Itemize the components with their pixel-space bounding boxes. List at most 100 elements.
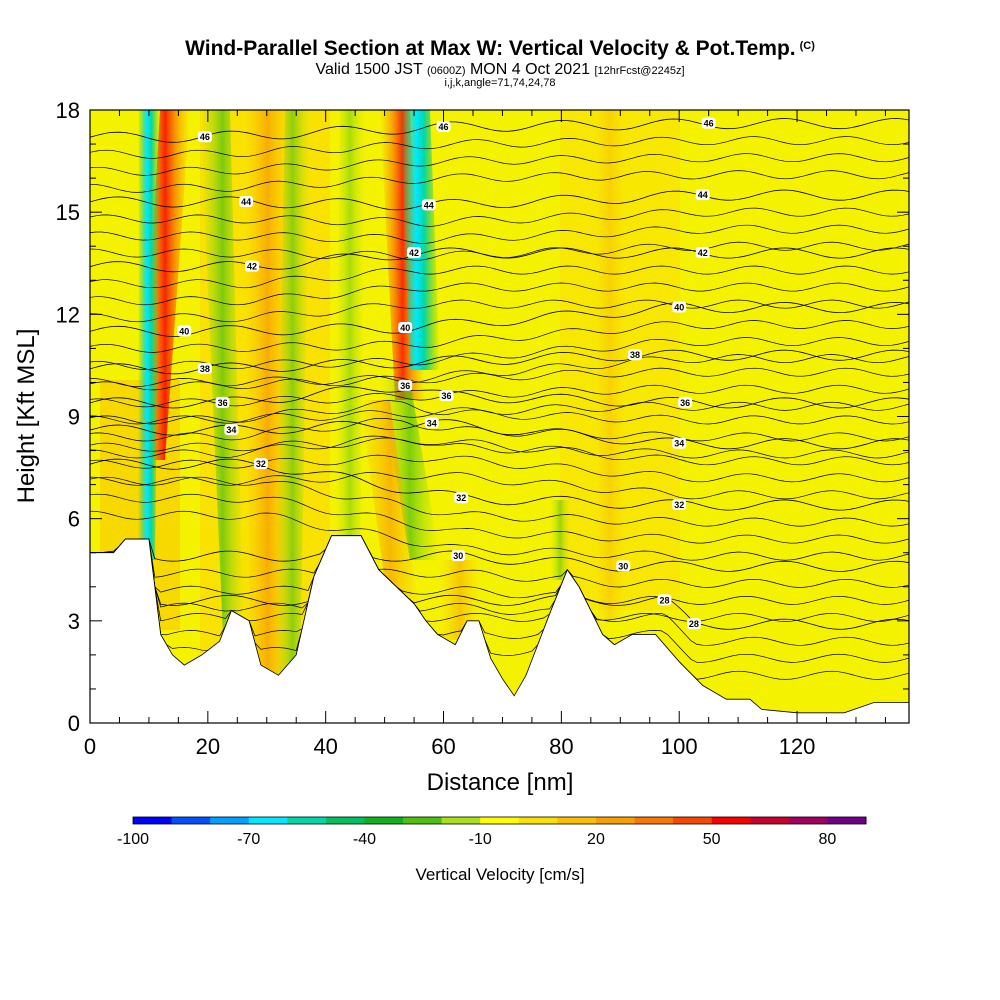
theta-contour-minor [90,472,909,500]
subtitle-valid: Valid 1500 JST [315,61,423,78]
theta-label-bg [245,260,260,272]
theta-label-text: 34 [427,418,437,428]
theta-label-42: 42 [407,247,422,259]
green-band [550,500,570,580]
colorbar-swatch [441,817,481,824]
theta-label-36: 36 [215,396,230,408]
theta-label-text: 46 [704,119,714,129]
theta-label-text: 40 [674,303,684,313]
theta-contour-32 [90,458,909,511]
colorbar-swatch [595,817,636,824]
theta-label-28: 28 [686,618,701,630]
terrain-fill [89,535,910,724]
theta-label-text: 34 [226,425,236,435]
colorbar-tick-label: -10 [469,831,492,848]
title-text: Wind-Parallel Section at Max W: Vertical… [185,37,796,60]
orange-band [440,560,480,640]
theta-label-bg [454,492,469,504]
theta-contour-46 [90,118,909,143]
theta-label-bg [197,131,212,143]
theta-label-bg [398,379,413,391]
theta-label-36: 36 [398,379,413,391]
theta-contour-minor [90,535,909,646]
y-axis-label: Height [Kft MSL] [13,329,40,504]
theta-contour-minor [90,299,909,323]
theta-label-bg [424,417,439,429]
x-axis-label: Distance [nm] [427,769,574,796]
colorbar-tick-label: 80 [819,831,837,848]
x-tick-label: 20 [196,734,220,759]
terrain-mask [89,535,910,724]
theta-label-text: 28 [659,595,669,605]
theta-contour-minor [90,367,909,391]
colorbar-swatch [364,817,404,824]
theta-label-bg [436,121,451,133]
theta-label-text: 32 [256,459,266,469]
theta-contour-minor [90,400,909,425]
subtitle-forecast: [12hrFcst@2245z] [594,65,685,77]
y-tick-label: 3 [68,609,80,634]
theta-contour-minor [90,265,909,289]
theta-label-text: 38 [630,350,640,360]
theta-label-32: 32 [253,458,268,470]
theta-label-30: 30 [616,560,631,572]
theta-label-text: 30 [453,551,463,561]
theta-label-40: 40 [177,325,192,337]
theta-label-text: 32 [456,493,466,503]
theta-label-38: 38 [628,349,643,361]
chart-title: Wind-Parallel Section at Max W: Vertical… [0,37,1000,61]
velocity-field [90,110,909,723]
colorbar-tick-label: 20 [587,831,605,848]
theta-label-text: 36 [400,381,410,391]
theta-label-28: 28 [657,594,672,606]
theta-contour-minor [90,401,909,425]
theta-label-text: 38 [200,364,210,374]
theta-label-bg [616,560,631,572]
theta-label-bg [672,499,687,511]
theta-label-text: 44 [698,190,708,200]
theta-label-text: 40 [179,326,189,336]
theta-label-32: 32 [672,499,687,511]
colorbar-tick-label: -40 [353,831,376,848]
theta-label-44: 44 [239,195,254,207]
green-band [335,110,365,600]
x-tick-label: 60 [431,734,455,759]
theta-contour-minor [90,510,909,561]
y-tick-label: 12 [56,302,80,327]
theta-label-42: 42 [245,260,260,272]
theta-contour-40 [90,301,909,337]
theta-contour-minor [90,170,909,193]
theta-label-44: 44 [421,199,436,211]
theta-contour-minor [90,435,909,459]
colorbar-swatch [403,817,443,824]
theta-label-bg [695,247,710,259]
theta-contour-minor [90,454,909,483]
theta-label-bg [672,301,687,313]
theta-label-bg [451,550,466,562]
theta-label-bg [239,195,254,207]
theta-label-bg [177,325,192,337]
theta-label-bg [398,321,413,333]
theta-contour-minor [90,354,909,387]
subtitle-zulu: (0600Z) [426,65,466,77]
colorbar-swatch [248,817,288,824]
theta-contour-minor [90,535,909,622]
theta-label-text: 42 [247,262,257,272]
theta-label-38: 38 [197,362,212,374]
colorbar: -100 -70 -40 -10 20 50 80 [117,816,867,848]
theta-label-text: 42 [698,248,708,258]
theta-contour-minor [90,476,909,527]
y-tick-label: 15 [56,200,80,225]
colorbar-swatch [634,817,674,824]
colorbar-tick-label: 50 [703,831,721,848]
y-tick-label: 0 [68,711,80,736]
colorbar-swatch [325,817,365,824]
colorbar-swatch [673,817,713,824]
theta-contour-minor [90,535,909,588]
x-tick-label: 40 [313,734,337,759]
theta-label-bg [701,117,716,129]
x-axis: 0 20 40 60 80 100 120 [84,110,886,759]
theta-label-text: 44 [424,200,434,210]
theta-label-text: 36 [218,398,228,408]
green-band [275,110,310,680]
